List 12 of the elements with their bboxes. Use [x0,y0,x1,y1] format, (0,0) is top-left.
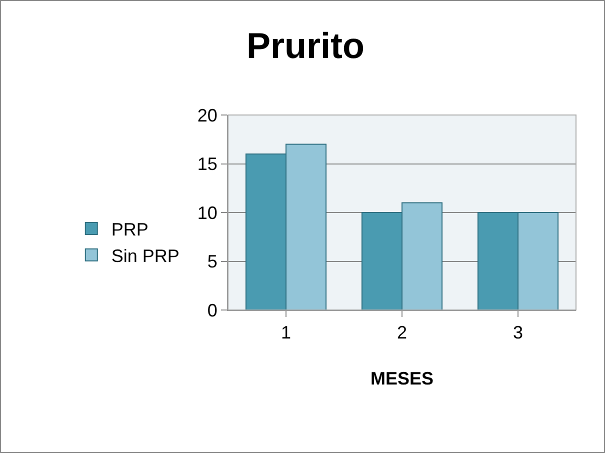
x-tick-label: 2 [396,322,408,343]
y-tick-label: 0 [207,300,218,320]
legend-label: Sin PRP [111,246,180,266]
y-tick-label: 10 [197,202,218,223]
x-tick-label: 3 [512,322,524,343]
y-tick-label: 5 [207,252,218,272]
x-axis-title: MESES [370,368,434,389]
legend-label: PRP [111,219,148,240]
x-tick-label: 1 [280,322,292,343]
y-tick-label: 20 [197,105,218,126]
chart-title: Prurito [246,24,365,66]
y-tick-label: 15 [197,154,218,174]
